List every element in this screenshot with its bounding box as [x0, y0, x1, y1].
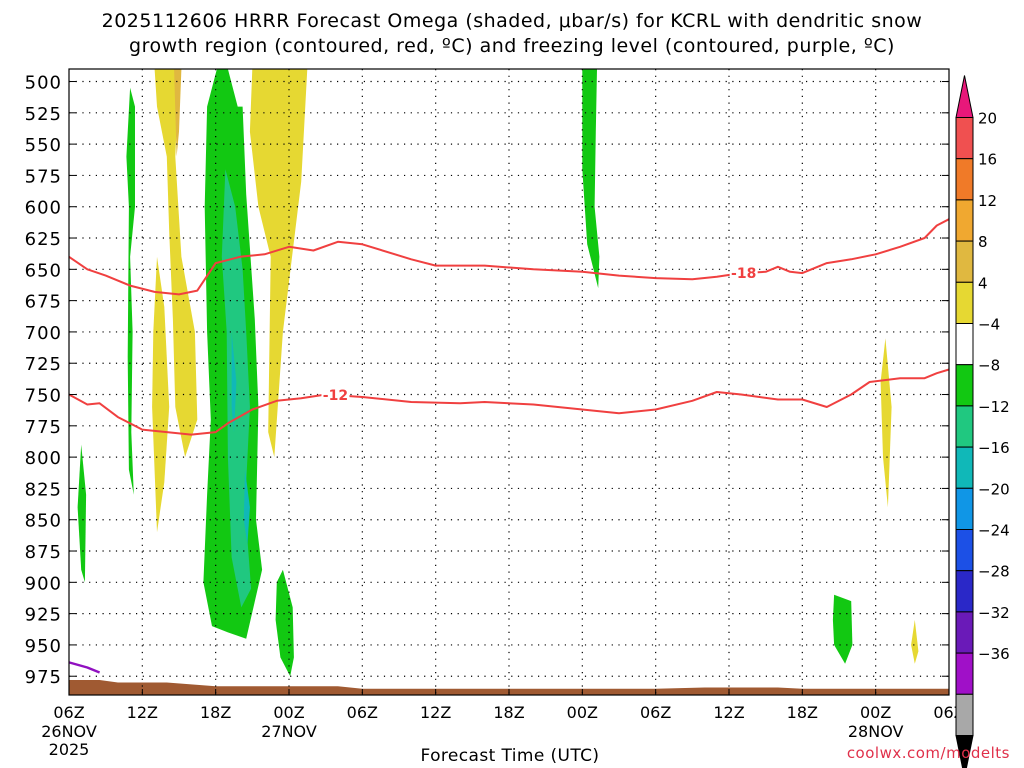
- y-tick-label-575: 575: [25, 166, 62, 187]
- isotherm-label-bg-1: [729, 264, 758, 280]
- x-tick-label-0: 06Z: [53, 703, 84, 722]
- y-tick-label-675: 675: [25, 292, 62, 313]
- credit-text: coolwx.com/modelts: [846, 744, 1010, 762]
- omega-area-0-4: [911, 619, 919, 664]
- y-tick-label-900: 900: [25, 573, 62, 594]
- x-tick-label-12: 18Z: [200, 703, 231, 722]
- y-tick-label-975: 975: [25, 667, 62, 688]
- omega-area-3-0: [221, 169, 252, 608]
- omega-area-4-1: [243, 469, 250, 545]
- colorbar-swatch-9: [955, 487, 974, 530]
- y-tick-label-875: 875: [25, 542, 62, 563]
- colorbar: 20 16 12 8 4 −4 −8 −12 −16 −20 −24 −28 −32 −36: [955, 75, 1010, 768]
- y-tick-label-950: 950: [25, 636, 62, 657]
- y-tick-label-525: 525: [25, 104, 62, 125]
- colorbar-label-8: −16: [978, 439, 1010, 457]
- colorbar-swatch-10: [955, 529, 974, 572]
- omega-area-0-3: [880, 338, 892, 508]
- x-tick-label-54: 12Z: [713, 703, 744, 722]
- colorbar-label-7: −12: [978, 398, 1010, 416]
- y-tick-label-850: 850: [25, 511, 62, 532]
- omega-area-2-5: [832, 594, 853, 664]
- x-tick-label-6: 12Z: [127, 703, 158, 722]
- isotherm-label-0: -12: [323, 388, 348, 404]
- isotherm-label-bg-0: [321, 387, 350, 403]
- y-tick-label-775: 775: [25, 417, 62, 438]
- x-date-label-18-0: 27NOV: [261, 722, 317, 741]
- isotherm-dendritic-lower: [68, 368, 950, 436]
- chart-title-line-1: 2025112606 HRRR Forecast Omega (shaded, …: [101, 10, 923, 32]
- colorbar-label-6: −8: [978, 357, 1000, 375]
- x-axis: 06Z 12Z 18Z 00Z 06Z 12Z 18Z 00Z 06Z 12Z 18Z 00Z 06Z2…: [41, 689, 965, 759]
- colorbar-swatch-7: [955, 405, 974, 448]
- colorbar-label-5: −4: [978, 316, 1000, 334]
- colorbar-label-11: −28: [978, 563, 1010, 581]
- colorbar-swatch-5: [955, 323, 974, 366]
- omega-area-2-3: [275, 569, 294, 677]
- x-date-label-0-1: 2025: [49, 740, 90, 759]
- x-tick-label-24: 06Z: [347, 703, 378, 722]
- colorbar-label-1: 16: [978, 151, 997, 169]
- omega-area-2-4: [582, 69, 600, 289]
- isotherm-label-1: -18: [731, 266, 756, 282]
- omega-area-0-2: [249, 69, 308, 458]
- y-tick-label-700: 700: [25, 323, 62, 344]
- colorbar-swatch-0: [955, 117, 974, 160]
- y-tick-label-500: 500: [25, 73, 62, 94]
- omega-area-2-2: [77, 444, 87, 583]
- colorbar-swatch-8: [955, 446, 974, 489]
- y-tick-label-650: 650: [25, 260, 62, 281]
- isotherm-layer: -12 -18: [68, 218, 950, 674]
- colorbar-label-9: −20: [978, 480, 1010, 498]
- x-tick-label-60: 18Z: [787, 703, 818, 722]
- colorbar-label-4: 4: [978, 274, 988, 292]
- isotherm-freezing-level: [68, 661, 101, 674]
- omega-area-0-1: [152, 256, 170, 533]
- omega-area-4-0: [231, 331, 237, 433]
- colorbar-swatch-1: [955, 158, 974, 201]
- chart-title-line-2: growth region (contoured, red, ºC) and f…: [129, 35, 895, 57]
- y-tick-label-750: 750: [25, 386, 62, 407]
- y-tick-label-625: 625: [25, 229, 62, 250]
- colorbar-label-12: −32: [978, 604, 1010, 622]
- colorbar-label-2: 12: [978, 192, 997, 210]
- y-axis: 500 525 550 575 600 625 650 675 700 725 750 775 800 8…: [25, 73, 949, 688]
- omega-area-0-0: [154, 69, 198, 458]
- colorbar-swatch-11: [955, 570, 974, 613]
- colorbar-swatch-4: [955, 281, 974, 324]
- colorbar-label-13: −36: [978, 645, 1010, 663]
- colorbar-swatch-13: [955, 652, 974, 695]
- y-tick-label-825: 825: [25, 479, 62, 500]
- colorbar-swatch-6: [955, 364, 974, 407]
- colorbar-swatch-14: [955, 693, 974, 736]
- x-tick-label-48: 06Z: [640, 703, 671, 722]
- colorbar-label-10: −24: [978, 522, 1010, 540]
- colorbar-bottom-triangle: [955, 735, 974, 768]
- y-tick-label-600: 600: [25, 198, 62, 219]
- y-tick-label-725: 725: [25, 354, 62, 375]
- grid-layer: [69, 69, 949, 695]
- x-tick-label-30: 12Z: [420, 703, 451, 722]
- colorbar-label-3: 8: [978, 233, 988, 251]
- y-tick-label-550: 550: [25, 135, 62, 156]
- colorbar-top-triangle: [955, 75, 974, 118]
- colorbar-label-0: 20: [978, 110, 997, 128]
- x-date-label-66-0: 28NOV: [848, 722, 904, 741]
- omega-fields: [77, 69, 919, 677]
- colorbar-swatch-3: [955, 240, 974, 283]
- colorbar-swatch-12: [955, 611, 974, 654]
- isotherm-dendritic-upper: [68, 218, 950, 296]
- colorbar-swatch-2: [955, 199, 974, 242]
- x-tick-label-18: 00Z: [273, 703, 304, 722]
- y-tick-label-925: 925: [25, 605, 62, 626]
- y-tick-label-800: 800: [25, 448, 62, 469]
- x-tick-label-36: 18Z: [493, 703, 524, 722]
- x-tick-label-66: 00Z: [860, 703, 891, 722]
- x-date-label-0-0: 26NOV: [41, 722, 97, 741]
- omega-area-2-1: [126, 87, 135, 495]
- x-tick-label-42: 00Z: [567, 703, 598, 722]
- x-axis-label: Forecast Time (UTC): [420, 746, 600, 766]
- omega-area-1-0: [174, 69, 182, 157]
